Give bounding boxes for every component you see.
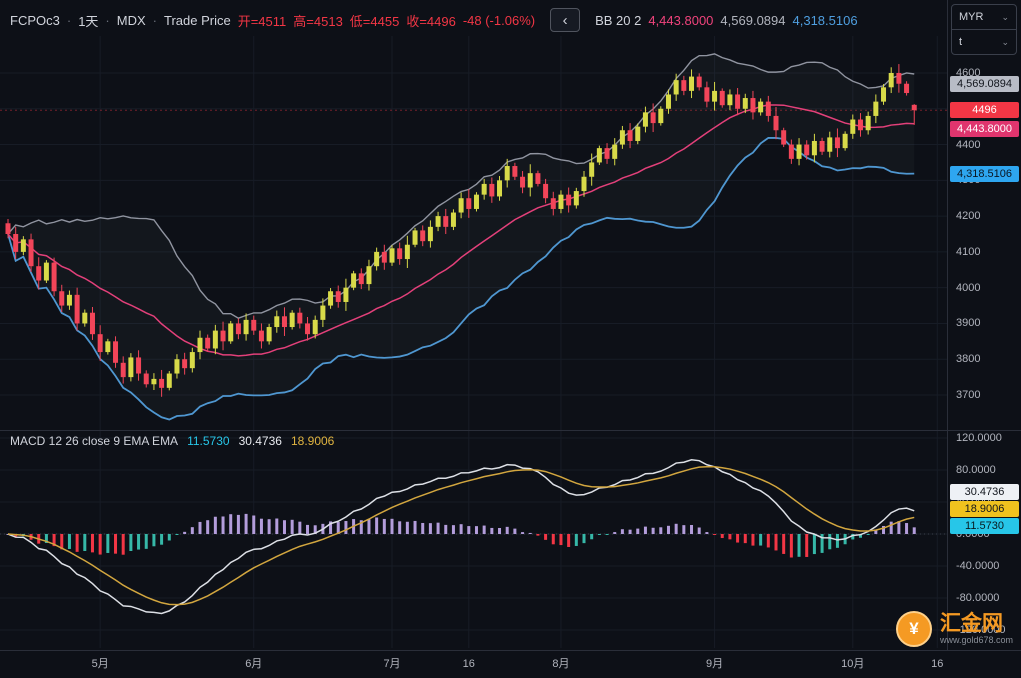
currency-selector[interactable]: MYR ⌄ xyxy=(952,5,1016,29)
time-axis[interactable]: 5月 6月 7月 16 8月 9月 10月 16 xyxy=(0,650,1021,678)
macd-axis-label: 120.0000 xyxy=(956,432,1002,444)
macd-line-value: 30.4736 xyxy=(238,434,282,448)
time-axis-label: 7月 xyxy=(383,658,401,670)
bb-lower-badge: 4,318.5106 xyxy=(950,165,1019,182)
ohlc-change: -48 (-1.06%) xyxy=(462,12,536,28)
gold678-logo-icon: ¥ xyxy=(895,611,932,647)
bb-lower-value: 4,318.5106 xyxy=(792,12,858,28)
macd-axis-label: -40.0000 xyxy=(956,560,1000,572)
scale-mode-selector[interactable]: t ⌄ xyxy=(952,29,1016,54)
price-axis-label: 4600 xyxy=(956,67,981,79)
legend-collapse-button[interactable]: ‹ xyxy=(550,8,581,32)
time-axis-label: 5月 xyxy=(91,658,109,670)
separator: · xyxy=(105,12,110,28)
bb-middle-badge: 4,443.8000 xyxy=(950,120,1019,137)
price-axis-label: 4200 xyxy=(956,210,981,223)
time-axis-label: 16 xyxy=(931,658,944,670)
macd-axis-label: -120.0000 xyxy=(956,624,1006,636)
price-axis[interactable]: MYR ⌄ t ⌄ 460045004400430042004100400039… xyxy=(947,0,1021,650)
macd-title: MACD 12 26 close 9 EMA EMA xyxy=(10,434,179,448)
macd-hist-value: 11.5730 xyxy=(187,434,230,448)
macd-signal-value: 18.9006 xyxy=(290,434,335,448)
price-axis-label: 3900 xyxy=(956,317,981,330)
exchange-label: MDX xyxy=(116,12,146,28)
macd-line-badge: 30.4736 xyxy=(950,484,1019,500)
time-axis-label: 16 xyxy=(462,658,475,670)
histogram-badge: 11.5730 xyxy=(950,518,1019,534)
chevron-left-icon: ‹ xyxy=(562,11,568,29)
bb-upper-value: 4,569.0894 xyxy=(720,12,786,28)
interval-label: 1天 xyxy=(78,13,99,29)
ohlc-high: 高=4513 xyxy=(293,13,343,29)
price-axis-label: 4000 xyxy=(956,281,981,294)
gold678-watermark[interactable]: ¥ 汇金网 www.gold678.com xyxy=(895,611,1013,647)
chart-legend: FCPOc3 · 1天 · MDX · Trade Price 开=4511 高… xyxy=(0,0,858,40)
symbol-name: FCPOc3 xyxy=(10,12,60,28)
price-axis-label: 4400 xyxy=(956,138,981,151)
price-axis-label: 4100 xyxy=(956,245,981,258)
price-axis-label: 3700 xyxy=(956,389,981,401)
separator: · xyxy=(152,12,157,28)
price-axis-label: 3800 xyxy=(956,353,981,366)
time-axis-label: 8月 xyxy=(552,658,570,670)
main-chart-canvas[interactable] xyxy=(0,0,947,650)
watermark-title: 汇金网 xyxy=(939,612,1003,635)
series-type-label: Trade Price xyxy=(164,12,231,28)
macd-axis-label: -80.0000 xyxy=(956,592,1000,604)
macd-axis-label: 80.0000 xyxy=(956,464,996,476)
pane-separator[interactable] xyxy=(0,430,1021,431)
separator: · xyxy=(66,12,72,28)
scale-mode-label: t xyxy=(959,36,963,48)
ohlc-low: 低=4455 xyxy=(349,13,400,29)
yuan-coin-glyph: ¥ xyxy=(909,619,919,638)
ohlc-open: 开=4511 xyxy=(237,13,287,29)
bb-middle-value: 4,443.8000 xyxy=(648,12,714,28)
time-axis-label: 6月 xyxy=(245,658,263,670)
bb-upper-badge: 4,569.0894 xyxy=(950,76,1019,93)
macd-indicator-legend[interactable]: MACD 12 26 close 9 EMA EMA 11.5730 30.47… xyxy=(10,434,334,448)
bb-indicator-legend[interactable]: BB 20 2 xyxy=(595,12,642,28)
chevron-down-icon: ⌄ xyxy=(1001,11,1009,22)
ohlc-close: 收=4496 xyxy=(406,13,456,29)
chevron-down-icon: ⌄ xyxy=(1001,36,1009,47)
axis-settings-box: MYR ⌄ t ⌄ xyxy=(951,4,1017,55)
last-price-badge: 4496 xyxy=(950,102,1019,119)
signal-line-badge: 18.9006 xyxy=(950,501,1019,517)
watermark-url: www.gold678.com xyxy=(939,635,1013,645)
time-axis-label: 9月 xyxy=(705,658,724,670)
currency-label: MYR xyxy=(959,11,984,23)
time-axis-label: 10月 xyxy=(841,658,865,670)
